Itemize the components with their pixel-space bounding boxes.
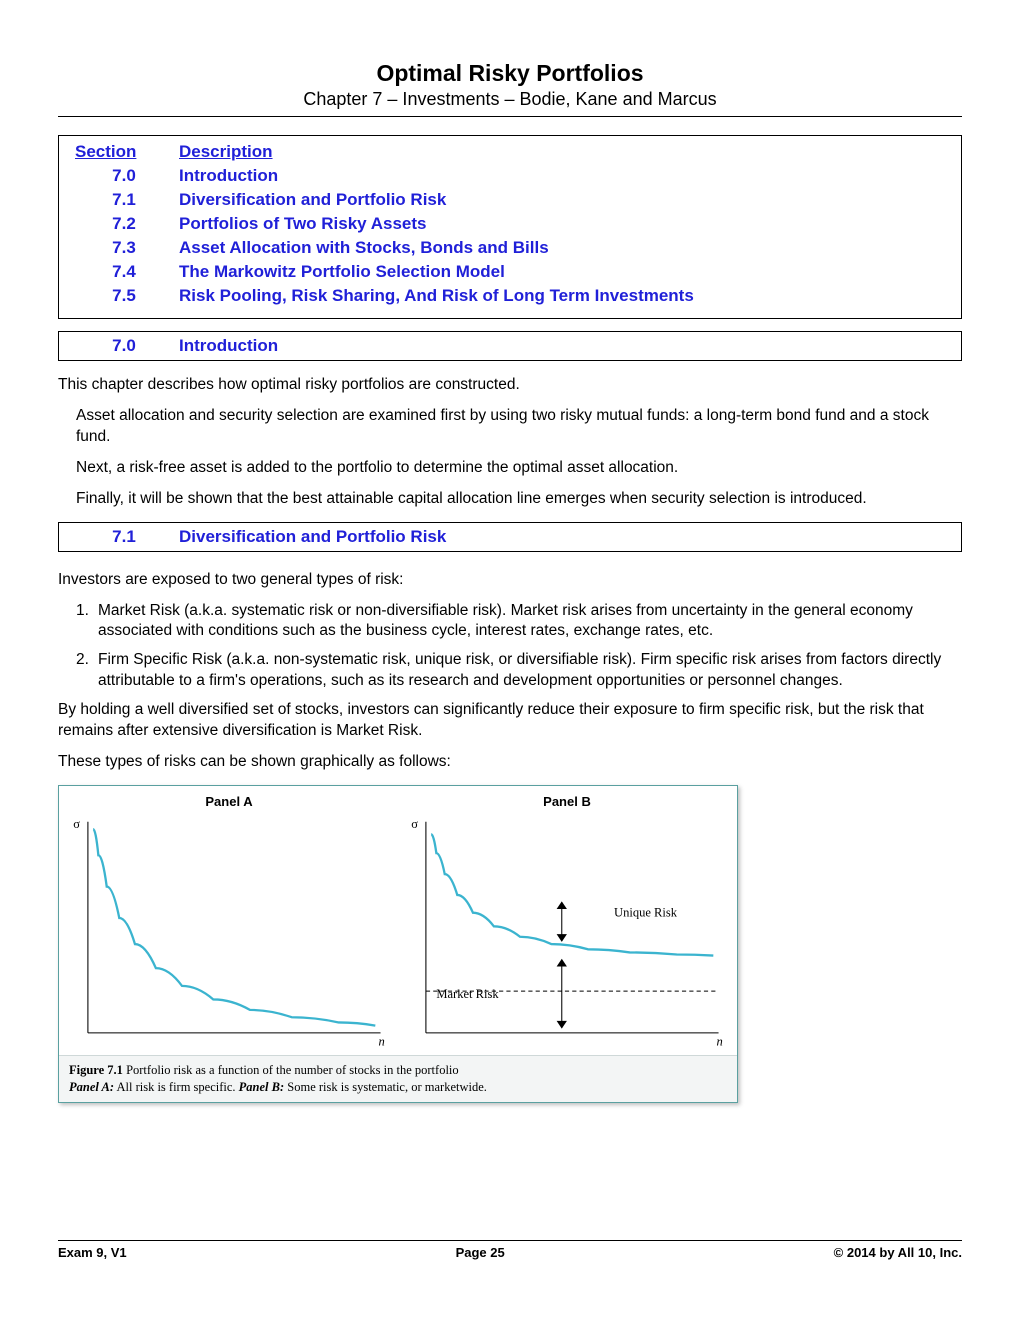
section-heading-70: 7.0 Introduction <box>58 331 962 361</box>
list-item-text: Market Risk (a.k.a. systematic risk or n… <box>98 601 962 643</box>
body-text: By holding a well diversified set of sto… <box>58 700 962 742</box>
list-item-num: 2. <box>76 650 98 692</box>
panel-a-title: Panel A <box>67 794 391 809</box>
body-text: Next, a risk-free asset is added to the … <box>76 458 962 479</box>
body-text: Investors are exposed to two general typ… <box>58 570 962 591</box>
list-item: 1. Market Risk (a.k.a. systematic risk o… <box>76 601 962 643</box>
toc-num: 7.1 <box>69 190 179 210</box>
unique-risk-label: Unique Risk <box>614 905 678 919</box>
footer-right: © 2014 by All 10, Inc. <box>834 1245 962 1260</box>
footer-rule <box>58 1240 962 1241</box>
toc-num: 7.5 <box>69 286 179 306</box>
section-heading-title: Introduction <box>179 336 278 356</box>
toc-row[interactable]: 7.4 The Markowitz Portfolio Selection Mo… <box>69 262 951 282</box>
page-subtitle: Chapter 7 – Investments – Bodie, Kane an… <box>58 89 962 110</box>
sigma-label: σ <box>411 817 418 831</box>
toc-row[interactable]: 7.1 Diversification and Portfolio Risk <box>69 190 951 210</box>
body-text: Asset allocation and security selection … <box>76 406 962 448</box>
risk-curve-a <box>93 829 375 1025</box>
toc-row[interactable]: 7.2 Portfolios of Two Risky Assets <box>69 214 951 234</box>
toc-title: The Markowitz Portfolio Selection Model <box>179 262 505 282</box>
body-text: These types of risks can be shown graphi… <box>58 752 962 773</box>
toc-header-desc: Description <box>179 142 273 162</box>
panel-a: Panel A σ n <box>67 794 391 1051</box>
toc-row[interactable]: 7.3 Asset Allocation with Stocks, Bonds … <box>69 238 951 258</box>
panel-a-chart: σ n <box>67 811 391 1051</box>
title-rule <box>58 116 962 117</box>
numbered-list: 1. Market Risk (a.k.a. systematic risk o… <box>76 601 962 693</box>
section-heading-num: 7.0 <box>69 336 179 356</box>
figure-7-1: Panel A σ n Panel B σ n <box>58 785 738 1103</box>
footer-center: Page 25 <box>456 1245 505 1260</box>
page-title: Optimal Risky Portfolios <box>58 60 962 87</box>
toc-row[interactable]: 7.5 Risk Pooling, Risk Sharing, And Risk… <box>69 286 951 306</box>
toc-title: Asset Allocation with Stocks, Bonds and … <box>179 238 549 258</box>
figure-caption: Figure 7.1 Portfolio risk as a function … <box>59 1055 737 1102</box>
panel-b-label: Panel B: <box>239 1080 284 1094</box>
toc-title: Risk Pooling, Risk Sharing, And Risk of … <box>179 286 694 306</box>
toc-num: 7.3 <box>69 238 179 258</box>
section-heading-71: 7.1 Diversification and Portfolio Risk <box>58 522 962 552</box>
list-item-text: Firm Specific Risk (a.k.a. non-systemati… <box>98 650 962 692</box>
toc-title: Portfolios of Two Risky Assets <box>179 214 427 234</box>
panel-a-caption: All risk is firm specific. <box>116 1080 235 1094</box>
footer-left: Exam 9, V1 <box>58 1245 127 1260</box>
toc-box: Section Description 7.0 Introduction 7.1… <box>58 135 962 319</box>
toc-header-row: Section Description <box>69 142 951 162</box>
toc-num: 7.4 <box>69 262 179 282</box>
list-item-num: 1. <box>76 601 98 643</box>
section-heading-num: 7.1 <box>69 527 179 547</box>
n-label: n <box>378 1034 384 1048</box>
list-item: 2. Firm Specific Risk (a.k.a. non-system… <box>76 650 962 692</box>
toc-num: 7.2 <box>69 214 179 234</box>
n-label: n <box>716 1034 722 1048</box>
section-heading-title: Diversification and Portfolio Risk <box>179 527 446 547</box>
figure-caption-main: Portfolio risk as a function of the numb… <box>126 1063 459 1077</box>
toc-header-section: Section <box>69 142 179 162</box>
panel-b-title: Panel B <box>405 794 729 809</box>
panel-b: Panel B σ n Unique Risk <box>405 794 729 1051</box>
sigma-label: σ <box>73 817 80 831</box>
toc-row[interactable]: 7.0 Introduction <box>69 166 951 186</box>
toc-title: Introduction <box>179 166 278 186</box>
page-header: Optimal Risky Portfolios Chapter 7 – Inv… <box>58 60 962 110</box>
toc-title: Diversification and Portfolio Risk <box>179 190 446 210</box>
panel-a-label: Panel A: <box>69 1080 114 1094</box>
market-risk-label: Market Risk <box>436 987 499 1001</box>
risk-curve-b <box>431 834 713 955</box>
page-footer: Exam 9, V1 Page 25 © 2014 by All 10, Inc… <box>58 1240 962 1260</box>
unique-risk-arrow <box>558 902 566 941</box>
body-text: This chapter describes how optimal risky… <box>58 375 962 396</box>
market-risk-arrow <box>558 960 566 1028</box>
panel-b-caption: Some risk is systematic, or marketwide. <box>287 1080 487 1094</box>
body-text: Finally, it will be shown that the best … <box>76 489 962 510</box>
panel-b-chart: σ n Unique Risk Market Risk <box>405 811 729 1051</box>
toc-num: 7.0 <box>69 166 179 186</box>
figure-label: Figure 7.1 <box>69 1063 123 1077</box>
